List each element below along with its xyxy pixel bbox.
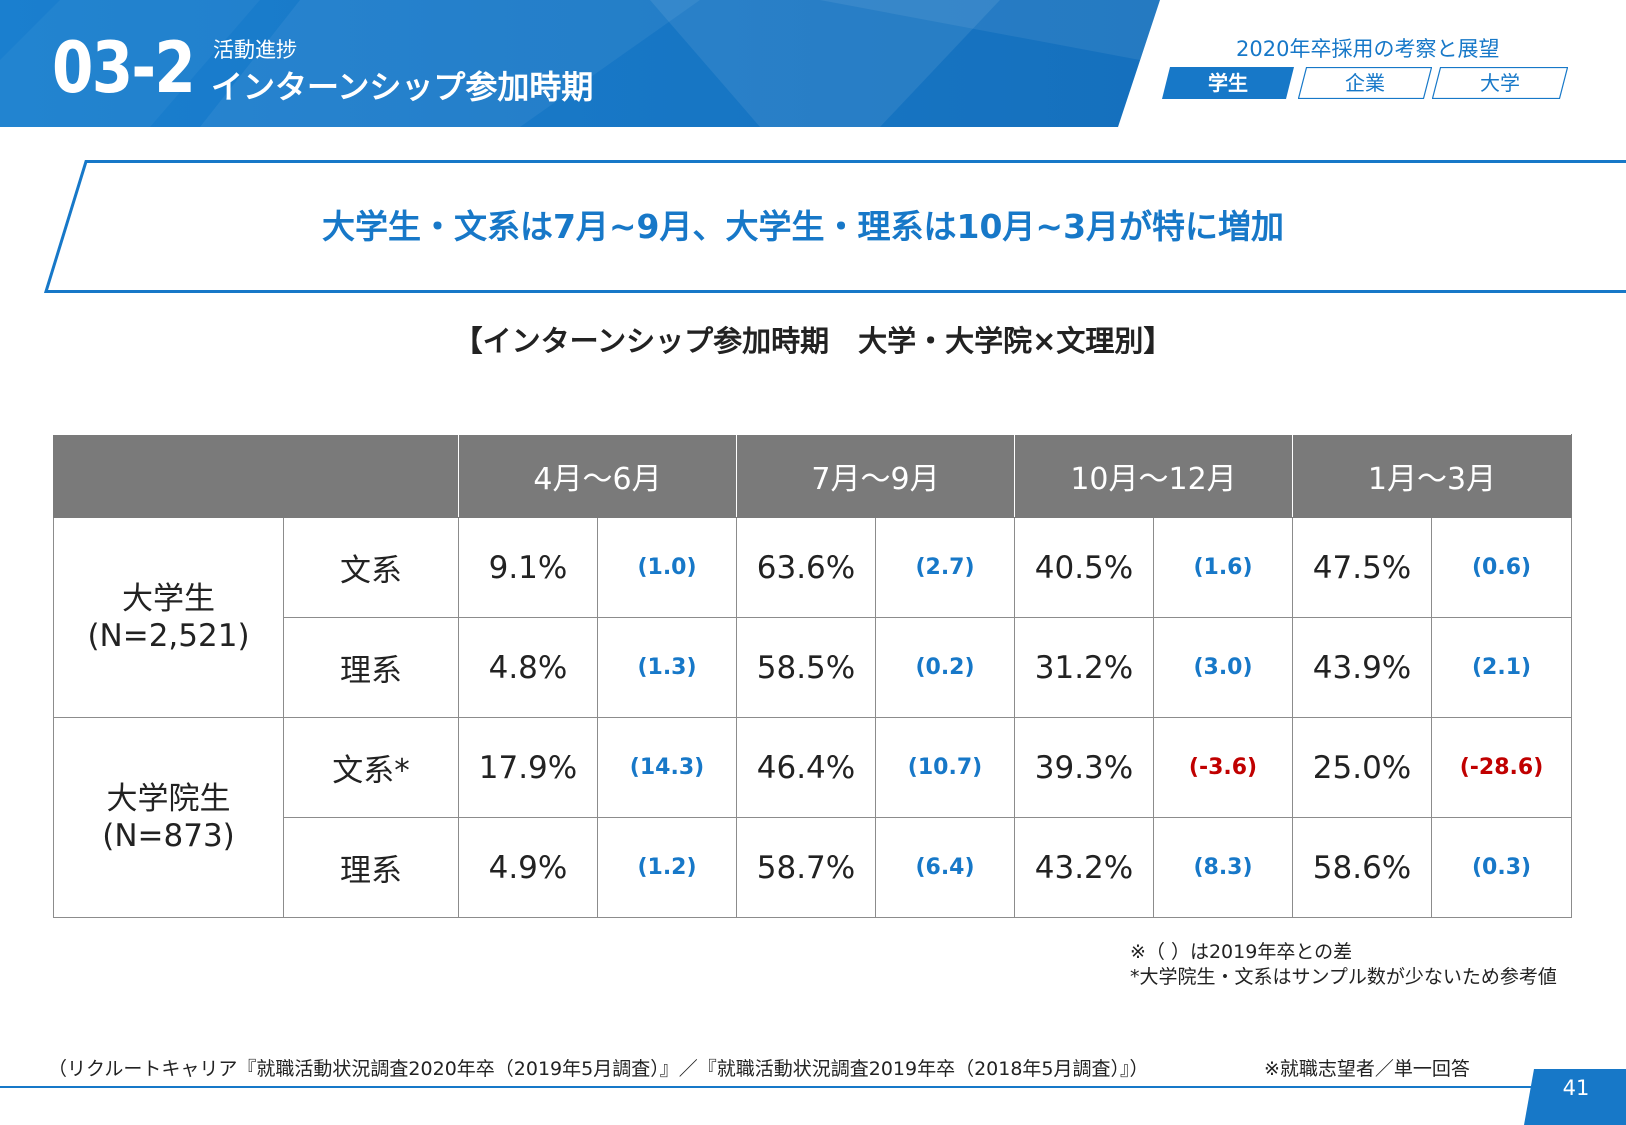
header-blank: [53, 434, 459, 518]
tab-student[interactable]: 学生: [1162, 67, 1294, 99]
value-cell: 39.3%: [1014, 717, 1154, 818]
diff-cell: (2.7): [875, 517, 1015, 618]
group-label: 大学生 (N=2,521): [53, 517, 284, 718]
value-cell: 4.9%: [458, 817, 598, 918]
tab-company[interactable]: 企業: [1298, 67, 1432, 99]
internship-timing-table: 4月～6月 7月～9月 10月～12月 1月～3月 大学生 (N=2,521) …: [53, 434, 1573, 918]
value-cell: 4.8%: [458, 617, 598, 718]
group-name: 大学生: [122, 580, 215, 617]
report-title: 2020年卒採用の考察と展望: [1236, 37, 1500, 61]
source-citation: （リクルートキャリア『就職活動状況調査2020年卒（2019年5月調査）』／『就…: [48, 1058, 1149, 1080]
diff-cell: (8.3): [1152, 817, 1294, 918]
row-label: 理系: [283, 617, 459, 718]
diff-cell: (6.4): [875, 817, 1015, 918]
page-number-box: [1524, 1069, 1626, 1125]
diff-cell: (0.2): [875, 617, 1015, 718]
header-band: [0, 0, 1160, 127]
headline: 大学生・文系は7月~9月、大学生・理系は10月~3月が特に増加: [321, 207, 1285, 246]
respondent-note: ※就職志望者／単一回答: [1264, 1058, 1470, 1080]
group-label: 大学院生 (N=873): [53, 717, 284, 918]
table-header-row: 4月～6月 7月～9月 10月～12月 1月～3月: [53, 434, 1573, 518]
group-name: 大学院生: [106, 780, 231, 817]
page-title: インターンシップ参加時期: [211, 68, 594, 106]
table-row: 大学院生 (N=873) 文系* 17.9% (14.3) 46.4% (10.…: [53, 717, 1573, 918]
value-cell: 47.5%: [1292, 517, 1433, 618]
diff-cell: (2.1): [1431, 617, 1573, 718]
footer-line: [0, 1086, 1540, 1088]
tab-university-label: 大学: [1480, 71, 1520, 95]
column-header: 4月～6月: [458, 434, 737, 518]
tab-student-label: 学生: [1208, 71, 1248, 95]
value-cell: 43.2%: [1014, 817, 1154, 918]
diff-cell: (1.0): [597, 517, 737, 618]
diff-cell: (3.0): [1152, 617, 1294, 718]
tab-university[interactable]: 大学: [1432, 67, 1568, 99]
diff-cell: (1.2): [597, 817, 737, 918]
group-sample-size: (N=2,521): [87, 617, 250, 654]
column-header: 1月～3月: [1292, 434, 1573, 518]
table-notes: ※（ ）は2019年卒との差 *大学院生・文系はサンプル数が少ないため参考値: [1130, 940, 1557, 990]
diff-cell: (1.3): [597, 617, 737, 718]
value-cell: 25.0%: [1292, 717, 1433, 818]
note-sample: *大学院生・文系はサンプル数が少ないため参考値: [1130, 966, 1557, 988]
diff-cell: (0.3): [1431, 817, 1573, 918]
diff-cell: (14.3): [597, 717, 737, 818]
group-sample-size: (N=873): [102, 817, 235, 854]
value-cell: 9.1%: [458, 517, 598, 618]
diff-cell: (-3.6): [1152, 717, 1294, 818]
diff-cell: (-28.6): [1431, 717, 1573, 818]
column-header: 7月～9月: [736, 434, 1015, 518]
value-cell: 46.4%: [736, 717, 876, 818]
table-row: 理系 4.9% (1.2) 58.7% (6.4) 43.2% (8.3) 58…: [54, 817, 1573, 918]
tab-company-label: 企業: [1345, 71, 1385, 95]
value-cell: 43.9%: [1292, 617, 1433, 718]
diff-cell: (1.6): [1152, 517, 1294, 618]
row-label: 文系: [283, 517, 459, 618]
value-cell: 58.6%: [1292, 817, 1433, 918]
value-cell: 58.7%: [736, 817, 876, 918]
value-cell: 31.2%: [1014, 617, 1154, 718]
value-cell: 17.9%: [458, 717, 598, 818]
note-diff: ※（ ）は2019年卒との差: [1130, 941, 1353, 963]
diff-cell: (0.6): [1431, 517, 1573, 618]
value-cell: 40.5%: [1014, 517, 1154, 618]
diff-cell: (10.7): [875, 717, 1015, 818]
page-number: 41: [1562, 1076, 1590, 1100]
value-cell: 58.5%: [736, 617, 876, 718]
section-number: 03-2: [52, 27, 196, 109]
table-title: 【インターンシップ参加時期 大学・大学院×文理別】: [453, 324, 1173, 358]
headline-banner: [44, 160, 1626, 293]
section-category: 活動進捗: [213, 38, 297, 62]
row-label: 理系: [283, 817, 459, 918]
column-header: 10月～12月: [1013, 434, 1294, 518]
table-row: 大学生 (N=2,521) 文系 9.1% (1.0) 63.6% (2.7) …: [53, 517, 1573, 718]
row-label: 文系*: [283, 717, 459, 818]
value-cell: 63.6%: [736, 517, 876, 618]
